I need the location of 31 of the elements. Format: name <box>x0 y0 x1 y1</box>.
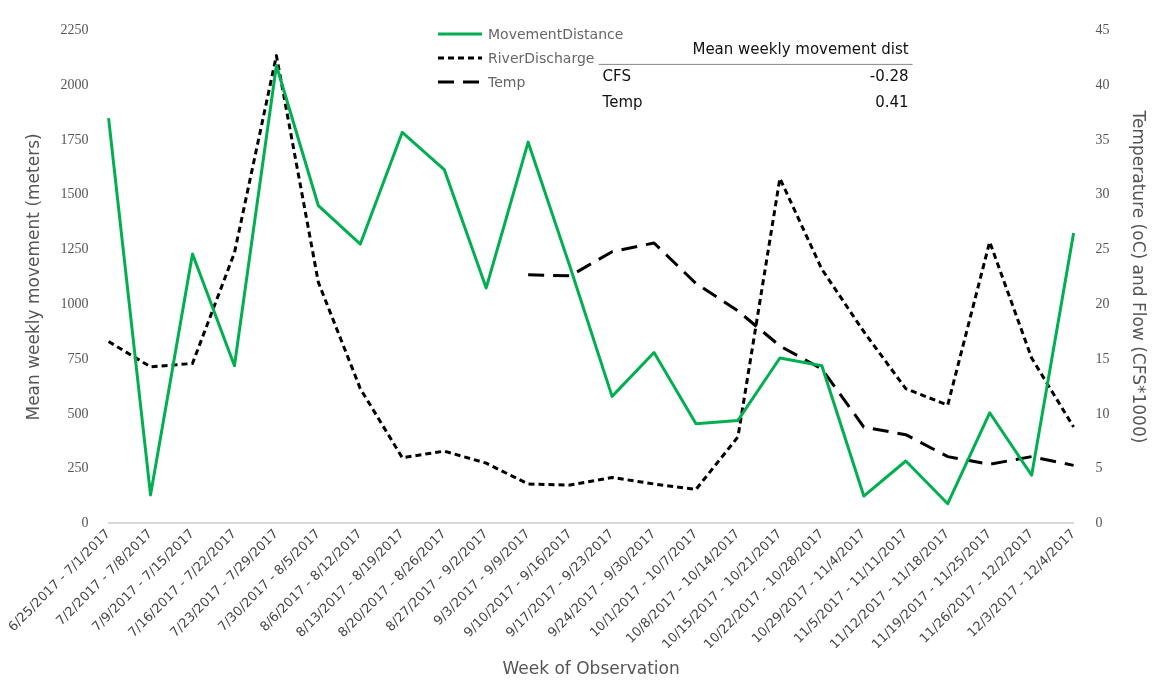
legend-label: MovementDistance <box>488 26 624 42</box>
annotation: -0.28 <box>869 67 909 86</box>
y-tick-label: 2250 <box>60 22 89 38</box>
y2-tick-label: 15 <box>1095 350 1110 366</box>
y-tick-label: 1500 <box>60 186 89 202</box>
annotation: 0.41 <box>875 93 909 112</box>
y2-tick-label: 45 <box>1095 22 1110 38</box>
annotation: CFS <box>602 67 631 86</box>
y-tick-label: 1000 <box>60 295 89 311</box>
y2-tick-label: 30 <box>1095 186 1110 202</box>
y2-tick-label: 0 <box>1095 515 1103 531</box>
y-tick-label: 250 <box>67 460 89 476</box>
y-tick-label: 0 <box>81 515 89 531</box>
y-tick-label: 500 <box>67 405 89 421</box>
y-axis-title: Mean weekly movement (meters) <box>22 133 43 421</box>
y2-tick-label: 35 <box>1095 131 1110 147</box>
legend-label: RiverDischarge <box>488 50 595 66</box>
y-tick-label: 1250 <box>60 241 89 257</box>
y2-tick-label: 40 <box>1095 76 1110 92</box>
y2-axis-title: Temperature (oC) and Flow (CFS*1000) <box>1129 109 1150 444</box>
y-tick-label: 1750 <box>60 131 89 147</box>
annotation: Mean weekly movement dist <box>692 40 909 59</box>
y-tick-label: 2000 <box>60 76 89 92</box>
y2-tick-label: 5 <box>1095 460 1103 476</box>
y2-tick-label: 20 <box>1095 295 1110 311</box>
annotation: Temp <box>601 93 643 112</box>
y2-tick-label: 10 <box>1095 405 1110 421</box>
legend-label: Temp <box>488 74 526 90</box>
y2-tick-label: 25 <box>1095 241 1110 257</box>
y-tick-label: 750 <box>67 350 89 366</box>
x-axis-title: Week of Observation <box>502 658 680 679</box>
